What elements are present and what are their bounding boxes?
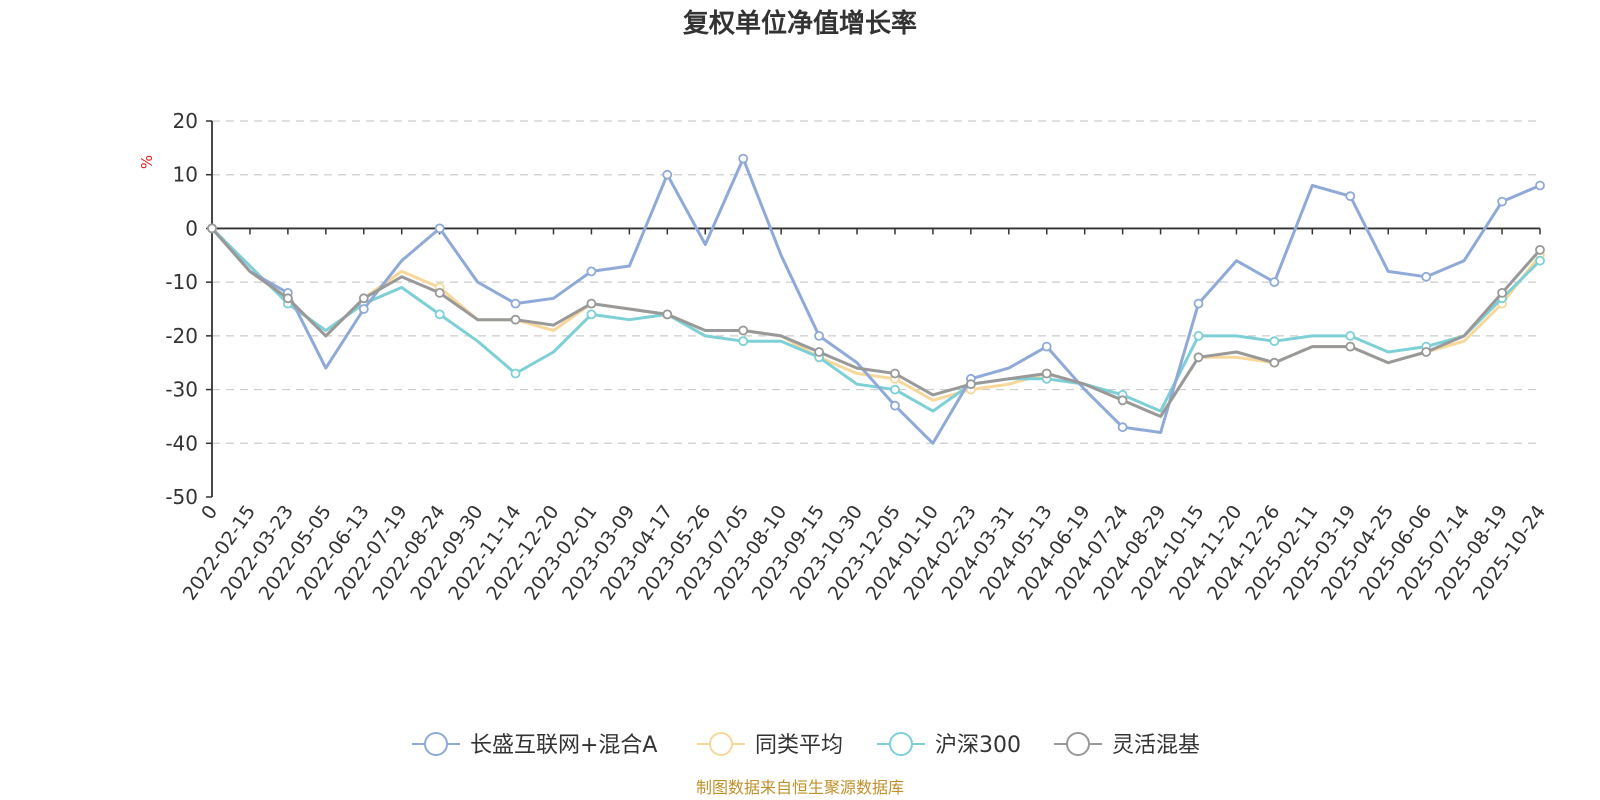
data-point (1345, 341, 1356, 352)
data-point (1193, 330, 1204, 341)
data-point (207, 223, 217, 234)
data-point (814, 347, 824, 357)
data-point (1269, 357, 1280, 368)
data-point (1421, 271, 1432, 282)
data-point (1117, 422, 1128, 433)
data-point (1535, 244, 1545, 255)
data-point (434, 287, 445, 298)
y-tick-label: 20 (173, 109, 198, 133)
data-point (1269, 277, 1280, 288)
series-lines (207, 153, 1545, 445)
legend-item-2[interactable]: 沪深300 (877, 732, 1021, 758)
data-point (966, 379, 976, 390)
legend-item-3[interactable]: 灵活混基 (1054, 732, 1200, 758)
data-point (1535, 180, 1545, 191)
y-tick-label: -20 (165, 324, 198, 348)
data-point (1421, 347, 1432, 357)
data-point (1193, 298, 1204, 309)
legend-label: 灵活混基 (1112, 733, 1200, 758)
data-point (1497, 287, 1507, 298)
data-point (358, 304, 369, 314)
legend-marker (424, 732, 448, 756)
data-point (890, 400, 900, 411)
chart-title: 复权单位净值增长率 (683, 8, 917, 39)
data-point (586, 309, 597, 320)
data-point (1535, 255, 1545, 266)
data-point (510, 368, 521, 379)
legend-label: 同类平均 (755, 733, 843, 758)
data-point (1117, 395, 1128, 406)
data-point (434, 309, 445, 320)
data-point (586, 298, 597, 309)
y-tick-label: -10 (165, 270, 198, 294)
data-point (1269, 336, 1280, 347)
series-line-3 (210, 227, 1542, 418)
y-tick-label: 10 (173, 163, 198, 187)
data-point (510, 314, 521, 325)
data-point (358, 293, 369, 304)
data-source-note: 制图数据来自恒生聚源数据库 (696, 778, 904, 797)
data-point (1345, 330, 1356, 341)
data-point (662, 169, 673, 180)
data-point (1041, 368, 1052, 379)
y-axis-unit: % (138, 155, 156, 169)
y-tick-label: -50 (165, 485, 198, 509)
data-point (662, 309, 673, 320)
legend-item-0[interactable]: 长盛互联网+混合A (412, 732, 657, 758)
axes: -50-40-30-20-100102002022-02-152022-03-2… (165, 109, 1550, 604)
data-point (890, 384, 900, 395)
data-point (890, 368, 900, 379)
legend-marker (889, 732, 913, 756)
legend-item-1[interactable]: 同类平均 (697, 732, 843, 758)
data-point (814, 330, 824, 341)
series-line-2 (210, 227, 1542, 413)
data-point (738, 336, 749, 347)
data-point (434, 223, 445, 234)
data-point (1345, 191, 1356, 202)
data-point (738, 153, 749, 164)
data-point (510, 298, 521, 309)
data-point (586, 266, 597, 277)
y-tick-label: -40 (165, 431, 198, 455)
series-line-0 (210, 157, 1541, 445)
y-tick-label: 0 (185, 216, 198, 240)
data-point (1497, 196, 1507, 207)
data-point (1193, 352, 1204, 363)
legend-label: 长盛互联网+混合A (470, 733, 657, 758)
y-tick-label: -30 (165, 378, 198, 402)
legend-marker (1066, 732, 1090, 756)
data-point (738, 325, 749, 336)
legend-label: 沪深300 (935, 733, 1021, 758)
legend-marker (709, 732, 733, 756)
x-tick-label: 0 (197, 501, 222, 524)
data-point (1041, 341, 1052, 352)
data-point (282, 293, 293, 304)
legend: 长盛互联网+混合A 同类平均 沪深300 灵活混基 (412, 732, 1200, 758)
